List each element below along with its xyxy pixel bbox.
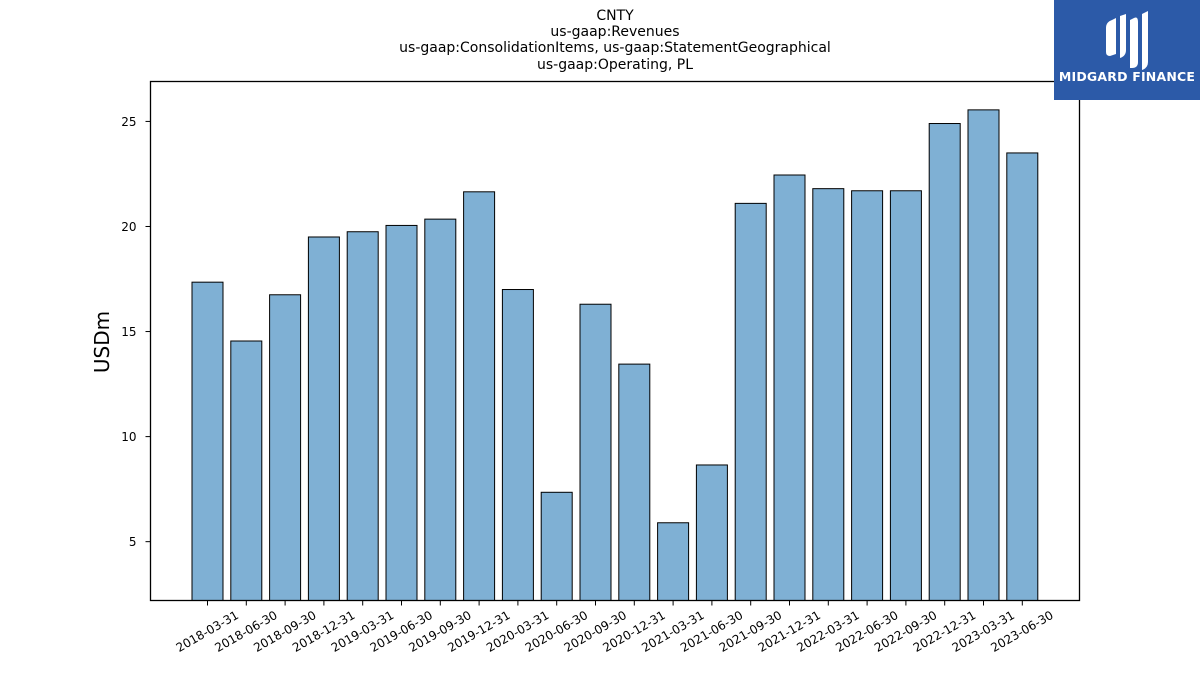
bar-2022-12-31: [928, 123, 961, 602]
bar-2020-09-30: [579, 303, 612, 601]
y-tick-label: 10: [121, 430, 136, 444]
bar-2020-06-30: [540, 491, 573, 602]
bar-2021-09-30: [734, 202, 767, 601]
title-line-3: us-gaap:ConsolidationItems, us-gaap:Stat…: [399, 40, 831, 56]
title-line-4: us-gaap:Operating, PL: [537, 57, 693, 73]
bar-2019-09-30: [424, 218, 457, 601]
bar-2018-06-30: [230, 340, 263, 601]
bar-2019-03-31: [346, 231, 379, 602]
x-axis-ticks: 2018-03-312018-06-302018-09-302018-12-31…: [174, 600, 1056, 655]
bar-2023-03-31: [967, 109, 1000, 602]
title-line-1: CNTY: [596, 8, 634, 24]
y-tick-label: 25: [121, 115, 136, 129]
bar-2022-03-31: [812, 188, 845, 601]
bar-2021-06-30: [695, 464, 728, 601]
bar-2020-12-31: [618, 363, 651, 601]
y-tick-label: 5: [129, 535, 137, 549]
bar-2022-06-30: [851, 190, 884, 601]
bar-2021-12-31: [773, 174, 806, 601]
bar-2023-06-30: [1006, 152, 1039, 601]
midgard-finance-logo: MIDGARD FINANCE: [1054, 0, 1200, 100]
bar-2019-12-31: [463, 191, 496, 601]
plot-frame: [149, 80, 1081, 602]
logo-background: [1054, 0, 1200, 100]
y-tick-label: 20: [121, 220, 136, 234]
title-line-2: us-gaap:Revenues: [550, 24, 679, 40]
bar-2018-03-31: [191, 281, 224, 601]
bar-2018-09-30: [269, 294, 302, 601]
bars-group: [191, 109, 1039, 602]
logo-text: MIDGARD FINANCE: [1059, 69, 1195, 84]
y-axis-ticks: 5 10 15 20 25: [121, 115, 151, 549]
y-axis-label: USDm: [90, 311, 114, 373]
chart-title: CNTY us-gaap:Revenues us-gaap:Consolidat…: [399, 8, 831, 73]
bar-2022-09-30: [889, 190, 922, 601]
y-tick-label: 15: [121, 325, 136, 339]
logo-mark-icon: [1106, 11, 1148, 70]
bar-2020-03-31: [501, 289, 534, 601]
bar-2019-06-30: [385, 224, 418, 601]
bar-2021-03-31: [657, 522, 690, 602]
bar-2018-12-31: [307, 236, 340, 602]
